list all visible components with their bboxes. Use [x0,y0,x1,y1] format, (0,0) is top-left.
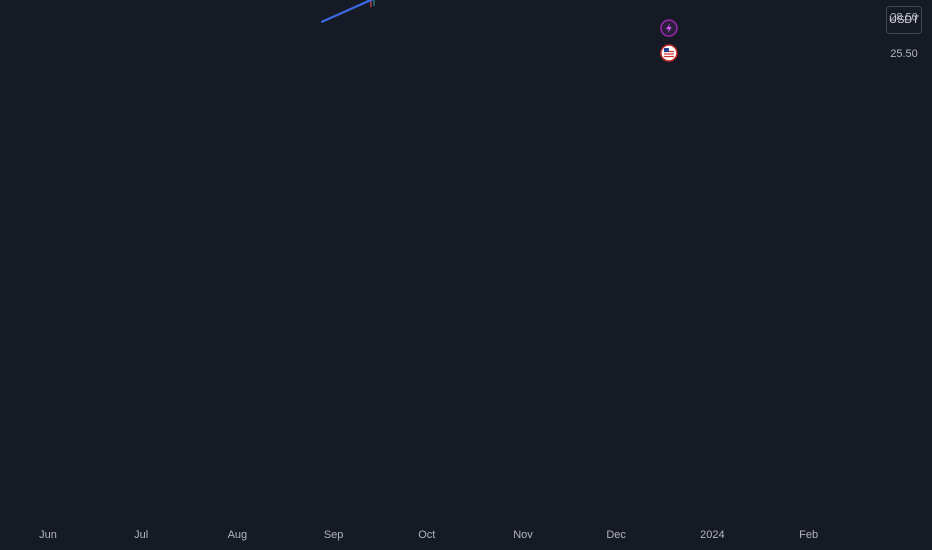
time-tick-label: 2024 [700,529,724,541]
price-tick-label: 28.50 [890,11,918,23]
lightning-icon[interactable] [660,19,678,37]
currency-selector[interactable]: USDT [886,6,922,34]
time-tick-label: Jul [134,529,148,541]
time-tick-label: Oct [418,529,435,541]
price-tick-label: 25.50 [890,48,918,60]
lightning-bolt [665,23,672,34]
time-tick-label: Nov [513,529,533,541]
time-tick-label: Sep [324,529,344,541]
time-tick-label: Jun [39,529,57,541]
flag-circle [660,44,678,62]
time-tick-label: Dec [606,529,626,541]
time-tick-label: Aug [228,529,248,541]
time-tick-label: Feb [799,529,818,541]
flag-canton [663,48,669,53]
us-flag-icon[interactable] [660,44,678,62]
currency-label: USDT [889,14,919,26]
